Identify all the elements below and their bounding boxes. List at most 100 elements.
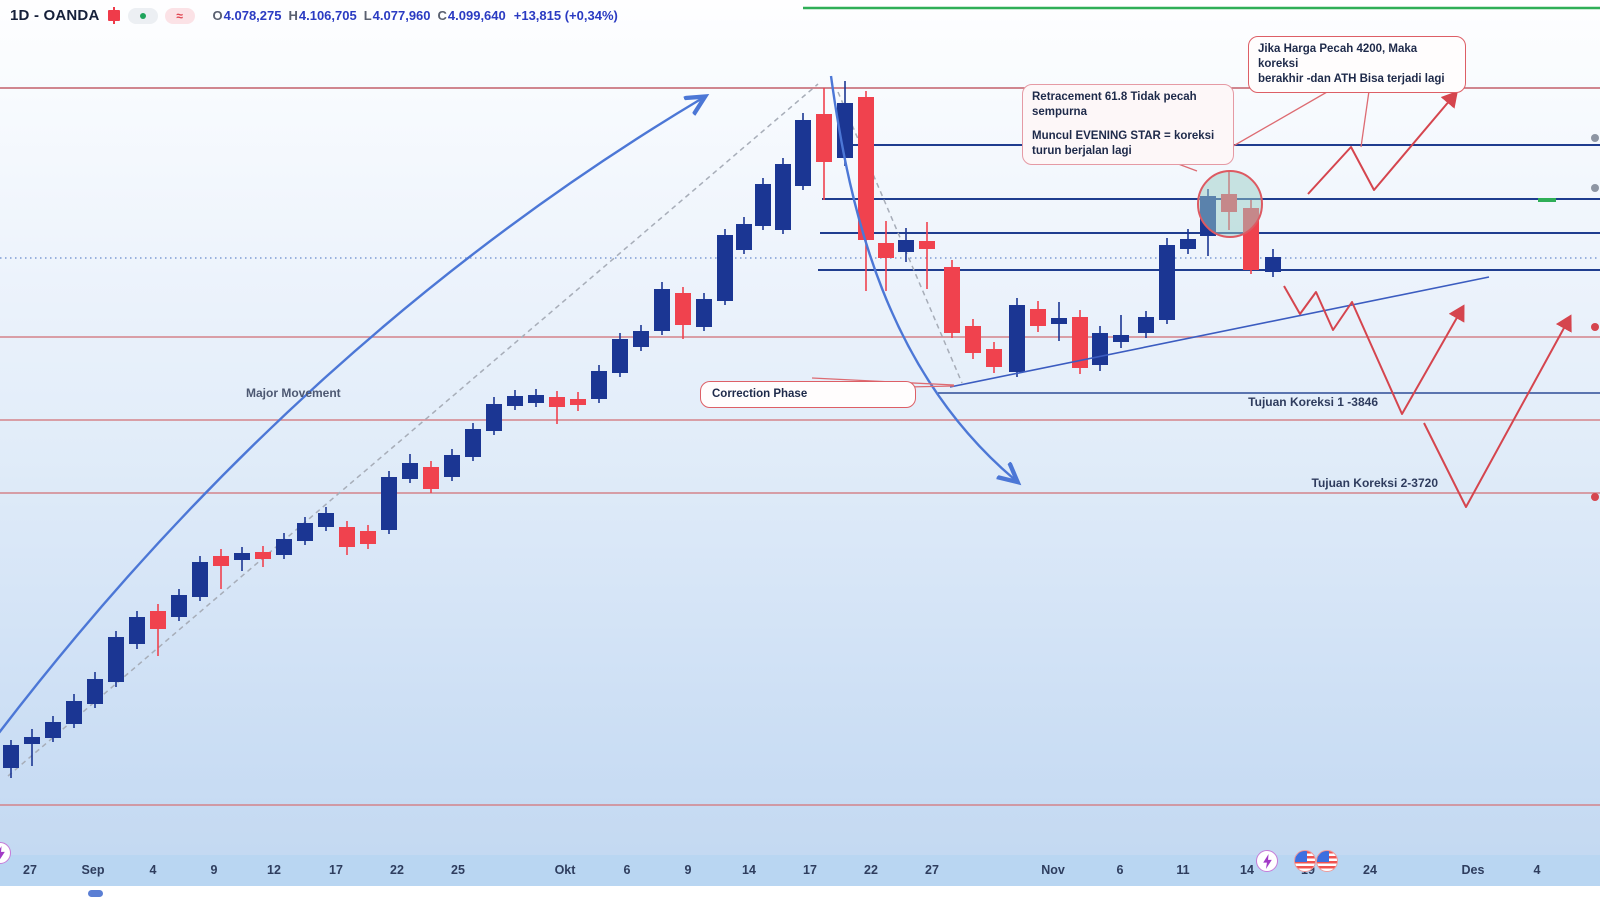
symbol-timeframe-title[interactable]: 1D - OANDA xyxy=(10,7,100,24)
candle-body xyxy=(878,243,894,258)
candle-body xyxy=(150,611,166,629)
visibility-badge[interactable] xyxy=(127,7,158,24)
candle-body xyxy=(986,349,1002,367)
candle-body xyxy=(654,289,670,331)
x-axis-tick: 14 xyxy=(742,863,756,877)
candle-body xyxy=(755,184,771,226)
open-label: O xyxy=(212,8,223,23)
callout-retracement-para2: Muncul EVENING STAR = koreksi turun berj… xyxy=(1032,129,1215,157)
label-major-movement[interactable]: Major Movement xyxy=(246,386,341,400)
candle-body xyxy=(276,539,292,555)
candle-body xyxy=(1092,333,1108,365)
candle-body xyxy=(444,455,460,477)
time-axis[interactable]: 27Sep4912172225Okt6914172227Nov611141924… xyxy=(0,855,1600,886)
candle-body xyxy=(1009,305,1025,372)
us-flag-event-icon-1[interactable] xyxy=(1294,850,1316,872)
lightning-bolt-icon xyxy=(0,845,5,859)
candle-body xyxy=(24,737,40,744)
open-value: 4.078,275 xyxy=(223,8,282,23)
x-axis-tick: 27 xyxy=(23,863,37,877)
candles-layer xyxy=(3,81,1281,778)
x-axis-tick: 11 xyxy=(1176,863,1190,877)
candle-body xyxy=(213,556,229,566)
x-axis-tick: 6 xyxy=(1116,863,1124,877)
candle-body xyxy=(696,299,712,327)
candle-body xyxy=(339,527,355,547)
x-axis-tick: Sep xyxy=(81,863,105,877)
candle-body xyxy=(45,722,61,738)
x-axis-tick: 14 xyxy=(1240,863,1254,877)
candle-body xyxy=(402,463,418,479)
candle-body xyxy=(192,562,208,597)
candle-body xyxy=(87,679,103,704)
high-label: H xyxy=(288,8,298,23)
candle-body xyxy=(3,745,19,768)
red-zigzag-layer xyxy=(1283,90,1572,508)
level-lines-layer xyxy=(0,6,1600,806)
change-value: +13,815 (+0,34%) xyxy=(513,8,618,23)
x-axis-tick: 9 xyxy=(684,863,692,877)
flag-canton xyxy=(1295,851,1307,862)
callout-retracement-note[interactable]: Retracement 61.8 Tidak pecah sempurna Mu… xyxy=(1022,84,1234,165)
close-label: C xyxy=(437,8,447,23)
candle-body xyxy=(1159,245,1175,320)
candle-body xyxy=(381,477,397,530)
candle-body xyxy=(944,267,960,333)
wave-badge[interactable]: ≈ xyxy=(164,7,195,24)
candle-body xyxy=(297,523,313,541)
x-axis-tick: 24 xyxy=(1363,863,1377,877)
candle-body xyxy=(736,224,752,250)
candle-body xyxy=(549,397,565,407)
blue-arrow-layer xyxy=(0,75,1490,734)
label-tujuan-koreksi-1[interactable]: Tujuan Koreksi 1 -3846 xyxy=(1248,395,1378,409)
callout-breakout-note[interactable]: Jika Harga Pecah 4200, Maka koreksi bera… xyxy=(1248,36,1466,93)
x-axis-tick: 4 xyxy=(149,863,157,877)
candle-body xyxy=(486,404,502,431)
us-flag-event-icon-2[interactable] xyxy=(1316,850,1338,872)
candle-body xyxy=(612,339,628,373)
dashed-trendlines-layer xyxy=(7,83,963,777)
ohlc-readout: O 4.078,275 H 4.106,705 L 4.077,960 C 4.… xyxy=(206,8,618,23)
candle-body xyxy=(465,429,481,457)
evening-star-circle xyxy=(1197,170,1263,238)
highlight-layer xyxy=(1197,170,1263,238)
candle-body xyxy=(255,552,271,559)
candle-body xyxy=(66,701,82,724)
candle-body xyxy=(1265,257,1281,272)
scrollbar-thumb[interactable] xyxy=(88,890,103,897)
candle-body xyxy=(1051,318,1067,324)
x-axis-tick: Des xyxy=(1461,863,1485,877)
callout-breakout-line1: Jika Harga Pecah 4200, Maka koreksi xyxy=(1258,43,1418,70)
callout-retracement-para1: Retracement 61.8 Tidak pecah sempurna xyxy=(1032,91,1197,118)
candle-body xyxy=(528,395,544,403)
green-dot-icon xyxy=(139,12,146,19)
candle-body xyxy=(919,241,935,249)
candle-body xyxy=(965,326,981,353)
economic-event-lightning-icon[interactable] xyxy=(1256,850,1278,872)
callout-correction-phase[interactable]: Correction Phase xyxy=(700,381,916,408)
candle-body xyxy=(675,293,691,325)
x-axis-tick: 12 xyxy=(267,863,281,877)
candle-body xyxy=(1113,335,1129,342)
candle-body xyxy=(570,399,586,405)
x-axis-tick: 22 xyxy=(390,863,404,877)
candle-body xyxy=(1072,317,1088,368)
callout-breakout-line2: berakhir -dan ATH Bisa terjadi lagi xyxy=(1258,72,1445,85)
x-axis-tick: 9 xyxy=(210,863,218,877)
candle-body xyxy=(591,371,607,399)
candle-body xyxy=(423,467,439,489)
candle-body xyxy=(775,164,791,230)
bottom-strip xyxy=(0,886,1600,900)
candle-body xyxy=(717,235,733,301)
x-axis-tick: Nov xyxy=(1041,863,1065,877)
edge-markers-layer xyxy=(1538,134,1599,501)
wave-icon: ≈ xyxy=(176,8,183,23)
support-trendline xyxy=(949,276,1490,388)
low-value: 4.077,960 xyxy=(372,8,431,23)
candle-body xyxy=(108,637,124,682)
candle-body xyxy=(816,114,832,162)
candle-body xyxy=(360,531,376,544)
label-tujuan-koreksi-2[interactable]: Tujuan Koreksi 2-3720 xyxy=(1311,476,1439,490)
candlestick-series-icon[interactable] xyxy=(107,7,121,24)
